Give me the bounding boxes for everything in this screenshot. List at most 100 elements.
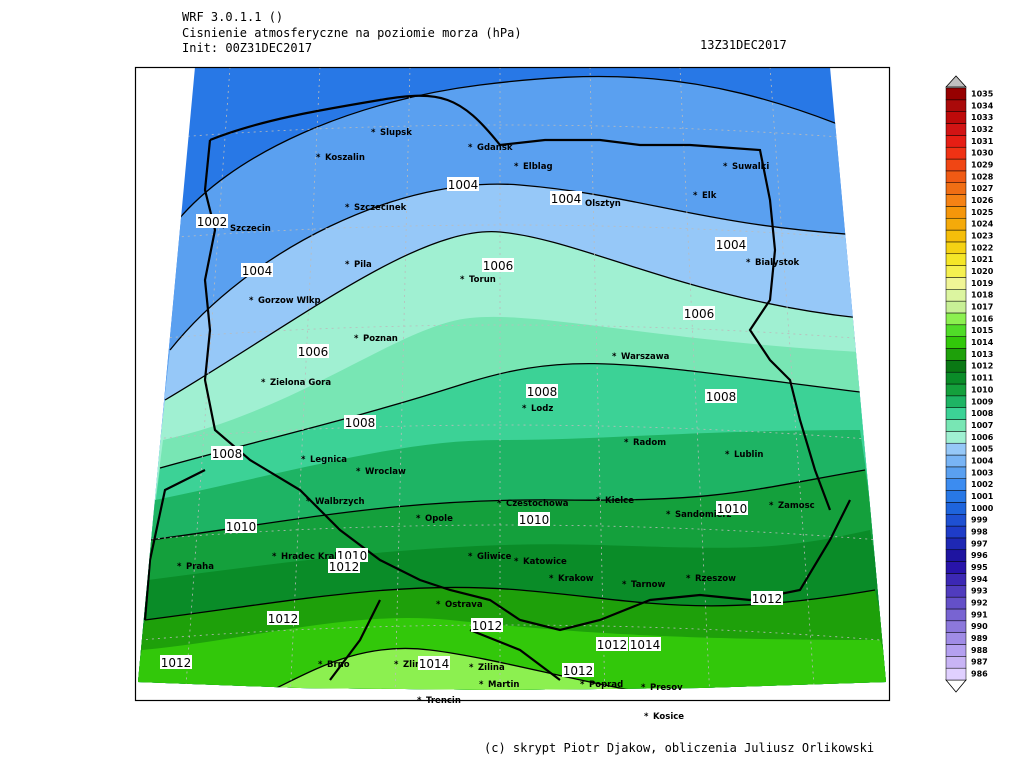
colorbar-cell (945, 513, 967, 527)
city-name: Warszawa (621, 352, 670, 362)
colorbar-cell (945, 466, 967, 479)
colorbar-label: 1022 (971, 243, 993, 252)
colorbar-cell (945, 229, 967, 243)
colorbar-cell (945, 383, 967, 397)
colorbar-label: 1032 (971, 125, 993, 134)
city-name: Walbrzych (315, 497, 365, 507)
colorbar-cell (945, 324, 967, 337)
map-frame (134, 66, 891, 702)
colorbar-label: 1009 (971, 397, 994, 406)
city-name: Presov (650, 683, 683, 693)
city-name: Hradec Kralove (281, 552, 355, 562)
city-name: Kosice (653, 712, 684, 722)
colorbar-cell (945, 123, 967, 136)
city-name: Koszalin (325, 153, 365, 163)
city-name: Elblag (523, 162, 553, 172)
city-marker: * (356, 467, 361, 477)
colorbar-label: 1024 (971, 220, 994, 229)
city-marker: * (354, 334, 359, 344)
isobar-label-box (562, 663, 594, 677)
isobar-label-box (683, 306, 715, 320)
isobar-label: 1012 (161, 656, 192, 670)
isobar-label: 1014 (419, 657, 450, 671)
city-name: Czestochowa (506, 499, 569, 509)
colorbar-label: 999 (971, 516, 988, 525)
city-name: Trencin (426, 696, 461, 706)
city-name: Poznan (363, 334, 398, 344)
colorbar-cell (945, 289, 967, 302)
colorbar-label: 995 (971, 563, 988, 572)
colorbar-label: 1005 (971, 445, 994, 454)
city-name: Praha (186, 562, 214, 572)
colorbar-cell (945, 608, 967, 622)
colorbar-label: 1025 (971, 208, 994, 217)
city-marker: * (468, 552, 473, 562)
colorbar-label: 1000 (971, 504, 994, 513)
city-marker: * (746, 258, 751, 268)
city-name: Krakow (558, 574, 594, 584)
colorbar-cell (945, 87, 967, 101)
colorbar-cell (945, 371, 967, 385)
isobar-label: 1004 (551, 192, 582, 206)
colorbar-label: 1012 (971, 362, 993, 371)
colorbar-cell (945, 407, 967, 420)
city-marker: * (522, 404, 527, 414)
city-name: Slupsk (380, 128, 412, 138)
city-name: Rzeszow (695, 574, 736, 584)
colorbar-top-arrow (945, 75, 967, 88)
city-name: Lublin (734, 450, 763, 460)
colorbar-cell (945, 585, 967, 598)
city-name: Sandomierz (675, 510, 732, 520)
colorbar-label: 1007 (971, 421, 993, 430)
colorbar-label: 1033 (971, 113, 993, 122)
isobar-label: 1012 (597, 638, 628, 652)
isobar-label: 1010 (717, 502, 748, 516)
colorbar-label: 998 (971, 528, 988, 537)
city-name: Tarnow (631, 580, 666, 590)
city-marker: * (725, 450, 730, 460)
colorbar-cell (945, 217, 967, 231)
city-marker: * (596, 496, 601, 506)
isobar-label-box (211, 446, 243, 460)
colorbar-cell (945, 99, 967, 112)
isobar-label-box (716, 501, 748, 515)
city-marker: * (686, 574, 691, 584)
isobar-label-box (241, 263, 273, 277)
colorbar-cell (945, 502, 967, 515)
colorbar-cell (945, 561, 967, 574)
isobar-label: 1012 (268, 612, 299, 626)
colorbar-label: 1034 (971, 101, 994, 110)
colorbar-label: 1008 (971, 409, 994, 418)
city-labels: * Slupsk* Gdansk* Koszalin* Elblag * Suwalki* E… (177, 128, 815, 722)
city-marker: * (272, 552, 277, 562)
city-marker: * (622, 580, 627, 590)
colorbar-cell (945, 241, 967, 255)
colorbar-cell (945, 158, 967, 172)
colorbar-label: 997 (971, 539, 988, 548)
isobar-label: 1012 (472, 619, 503, 633)
city-marker: * (479, 680, 484, 690)
city-marker: * (345, 203, 350, 213)
colorbar-cell (945, 135, 967, 148)
isobar-label-box (196, 214, 228, 228)
city-marker: * (624, 438, 629, 448)
isobar-label: 1008 (345, 416, 376, 430)
isobar-label: 1008 (212, 447, 243, 461)
city-name: Lodz (531, 404, 553, 414)
city-name: Bialystok (755, 258, 800, 268)
colorbar-label: 1001 (971, 492, 994, 501)
city-marker: * (469, 663, 474, 673)
isobar-label: 1014 (630, 638, 661, 652)
city-marker: * (460, 275, 465, 285)
isobar-label-box (225, 519, 257, 533)
isobar-label-box (751, 591, 783, 605)
city-name: Gdansk (477, 143, 513, 153)
colorbar-cell (945, 644, 967, 657)
colorbar-cell (945, 478, 967, 491)
isobar-label-box (705, 389, 737, 403)
city-name: Brno (327, 660, 350, 670)
city-name: Torun (469, 275, 496, 285)
colorbar-cell (945, 596, 967, 610)
colorbar-cell (945, 300, 967, 314)
isobar-label: 1004 (242, 264, 273, 278)
